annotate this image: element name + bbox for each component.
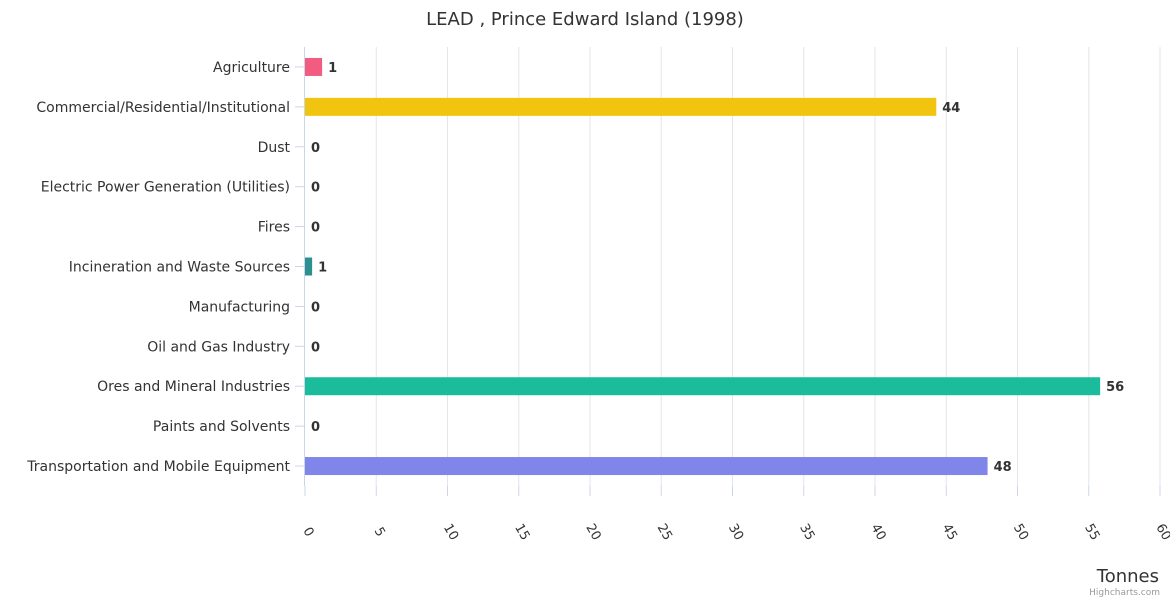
x-axis-title: Tonnes: [1096, 566, 1159, 587]
data-label: 48: [994, 460, 1012, 475]
y-category-label: Ores and Mineral Industries: [97, 379, 290, 395]
bar[interactable]: [305, 257, 313, 276]
x-tick-label: 20: [582, 521, 603, 543]
data-label: 0: [311, 141, 320, 156]
bar[interactable]: [305, 97, 937, 116]
x-tick-label: 0: [299, 525, 316, 540]
chart-title: LEAD , Prince Edward Island (1998): [426, 9, 744, 30]
data-label: 44: [942, 101, 960, 116]
data-label: 0: [311, 420, 320, 435]
y-category-label: Manufacturing: [189, 299, 290, 315]
y-category-label: Electric Power Generation (Utilities): [41, 180, 290, 196]
data-label: 1: [318, 261, 327, 276]
bar[interactable]: [305, 57, 323, 76]
y-category-label: Paints and Solvents: [153, 419, 290, 435]
x-tick-label: 55: [1081, 521, 1102, 543]
x-tick-label: 35: [796, 521, 817, 543]
data-label: 0: [311, 181, 320, 196]
data-label: 0: [311, 300, 320, 315]
x-tick-label: 60: [1152, 521, 1170, 543]
data-label: 1: [328, 61, 337, 76]
data-label: 56: [1106, 380, 1124, 395]
x-tick-label: 45: [939, 521, 960, 543]
y-category-label: Transportation and Mobile Equipment: [26, 459, 290, 475]
bar[interactable]: [305, 457, 988, 476]
x-tick-label: 15: [511, 521, 532, 543]
data-label: 0: [311, 340, 320, 355]
x-tick-label: 10: [440, 521, 461, 543]
y-category-label: Incineration and Waste Sources: [69, 260, 290, 276]
x-tick-label: 30: [725, 521, 746, 543]
x-tick-label: 5: [371, 525, 388, 540]
y-category-label: Agriculture: [213, 60, 290, 76]
bar[interactable]: [305, 377, 1101, 396]
y-category-label: Commercial/Residential/Institutional: [36, 100, 290, 116]
x-tick-label: 50: [1010, 521, 1031, 543]
data-label: 0: [311, 221, 320, 236]
x-tick-label: 40: [867, 521, 888, 543]
y-category-label: Oil and Gas Industry: [147, 339, 290, 355]
highcharts-credit[interactable]: Highcharts.com: [1089, 588, 1160, 598]
y-category-label: Fires: [258, 220, 290, 236]
x-tick-label: 25: [654, 521, 675, 543]
y-category-label: Dust: [258, 140, 291, 156]
